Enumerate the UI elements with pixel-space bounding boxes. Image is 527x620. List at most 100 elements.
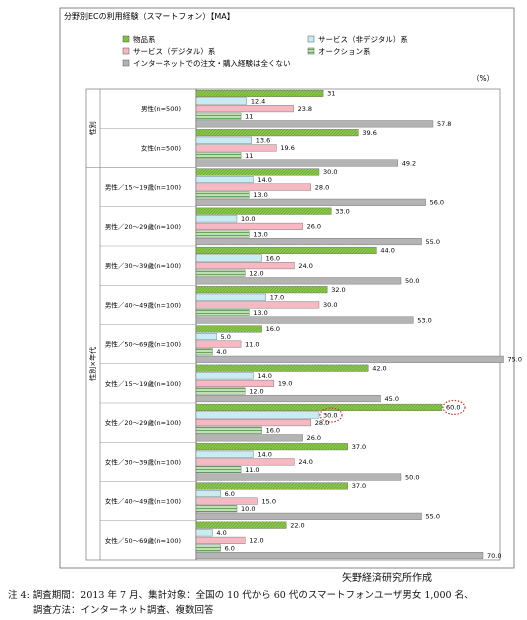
- data-label: 12.4: [251, 97, 265, 105]
- legend-label-4: オークション系: [318, 46, 371, 56]
- data-label: 50.0: [405, 473, 419, 481]
- bar-4: [195, 544, 221, 552]
- bar-1: [195, 443, 348, 451]
- category-label: 男性／50～69歳(n=100): [105, 340, 181, 349]
- data-label: 19.0: [278, 380, 292, 388]
- bar-5: [195, 238, 422, 246]
- group-label-1: 性別: [88, 121, 97, 135]
- bar-3: [195, 340, 242, 348]
- source-note: 矢野経済研究所作成: [342, 573, 432, 584]
- data-label: 37.0: [352, 443, 366, 451]
- data-label: 11.0: [245, 466, 259, 474]
- data-label: 70.0: [487, 552, 501, 560]
- bar-2: [195, 333, 217, 341]
- chart-title: 分野別ECの利用経験（スマートフォン）【MA】: [64, 11, 235, 21]
- highlight-circle: [319, 407, 343, 423]
- data-label: 24.0: [298, 262, 312, 270]
- bar-1: [195, 207, 332, 215]
- data-label: 16.0: [266, 254, 280, 262]
- bar-1: [195, 482, 348, 490]
- data-label: 50.0: [405, 277, 419, 285]
- data-label: 55.0: [426, 513, 440, 521]
- data-label: 14.0: [257, 372, 271, 380]
- bar-5: [195, 316, 414, 324]
- bar-3: [195, 105, 294, 113]
- bar-2: [195, 490, 221, 498]
- data-label: 5.0: [221, 333, 231, 341]
- data-label: 13.0: [253, 309, 267, 317]
- highlight-circle: [442, 399, 466, 416]
- legend-swatch-3: [122, 47, 130, 55]
- data-label: 28.0: [315, 183, 329, 191]
- bar-4: [195, 151, 242, 159]
- data-label: 57.8: [437, 120, 451, 128]
- data-label: 22.0: [290, 521, 304, 529]
- bar-1: [195, 286, 328, 294]
- bar-3: [195, 222, 303, 230]
- data-label: 15.0: [262, 497, 276, 505]
- category-label: 男性／20～29歳(n=100): [105, 222, 181, 231]
- data-label: 30.0: [323, 168, 337, 176]
- data-label: 53.0: [417, 316, 431, 324]
- bar-1: [195, 168, 320, 176]
- data-label: 28.0: [315, 419, 329, 427]
- data-label: 4.0: [216, 529, 226, 537]
- legend-label-3: サービス（デジタル）系: [133, 46, 216, 56]
- category-label: 男性／40～49歳(n=100): [105, 300, 181, 309]
- category-label: 女性／20～29歳(n=100): [105, 418, 181, 427]
- legend-swatch-2: [307, 35, 315, 43]
- bar-5: [195, 355, 504, 363]
- bar-3: [195, 536, 246, 544]
- data-label: 14.0: [257, 451, 271, 459]
- data-label: 75.0: [508, 356, 522, 364]
- data-label: 10.0: [241, 505, 255, 513]
- bar-3: [195, 379, 275, 387]
- chart-frame: [59, 7, 515, 569]
- bar-5: [195, 512, 422, 520]
- data-label: 14.0: [257, 176, 271, 184]
- data-label: 11: [245, 113, 253, 121]
- bar-3: [195, 144, 277, 152]
- legend-swatch-4: [307, 47, 315, 55]
- bar-3: [195, 419, 312, 427]
- bar-1: [195, 364, 369, 372]
- legend-swatch-1: [122, 35, 130, 43]
- legend-label-1: 物品系: [133, 34, 156, 44]
- plot-border: [85, 88, 501, 561]
- data-label: 13.0: [253, 191, 267, 199]
- bar-4: [195, 348, 213, 356]
- data-label: 49.2: [402, 159, 416, 167]
- legend-label-2: サービス（非デジタル）系: [318, 34, 408, 44]
- data-label: 31: [327, 90, 335, 98]
- data-label: 26.0: [307, 223, 321, 231]
- bar-2: [195, 136, 252, 144]
- data-label: 11.0: [245, 340, 259, 348]
- data-label: 13.6: [256, 137, 270, 145]
- bar-5: [195, 434, 303, 442]
- note-line-1: 注 4: 調査期間：2013 年 7 月、集計対象：全国の 10 代から 60 …: [8, 590, 474, 601]
- data-label: 16.0: [266, 325, 280, 333]
- data-label: 12.0: [249, 537, 263, 545]
- bar-5: [195, 552, 484, 560]
- bar-3: [195, 262, 295, 270]
- bar-4: [195, 269, 246, 277]
- data-label: 17.0: [270, 294, 284, 302]
- data-label: 45.0: [385, 395, 399, 403]
- bar-4: [195, 465, 242, 473]
- data-label: 37.0: [352, 482, 366, 490]
- data-label: 42.0: [372, 364, 386, 372]
- bar-3: [195, 183, 312, 191]
- unit-label: （%）: [472, 74, 494, 83]
- bar-2: [195, 176, 254, 184]
- category-label: 女性／50～69歳(n=100): [105, 536, 181, 545]
- data-label: 11: [245, 152, 253, 160]
- data-label: 24.0: [298, 458, 312, 466]
- bar-4: [195, 426, 262, 434]
- bar-1: [195, 403, 443, 411]
- bar-5: [195, 473, 402, 481]
- data-label: 32.0: [331, 286, 345, 294]
- data-label: 39.6: [362, 129, 376, 137]
